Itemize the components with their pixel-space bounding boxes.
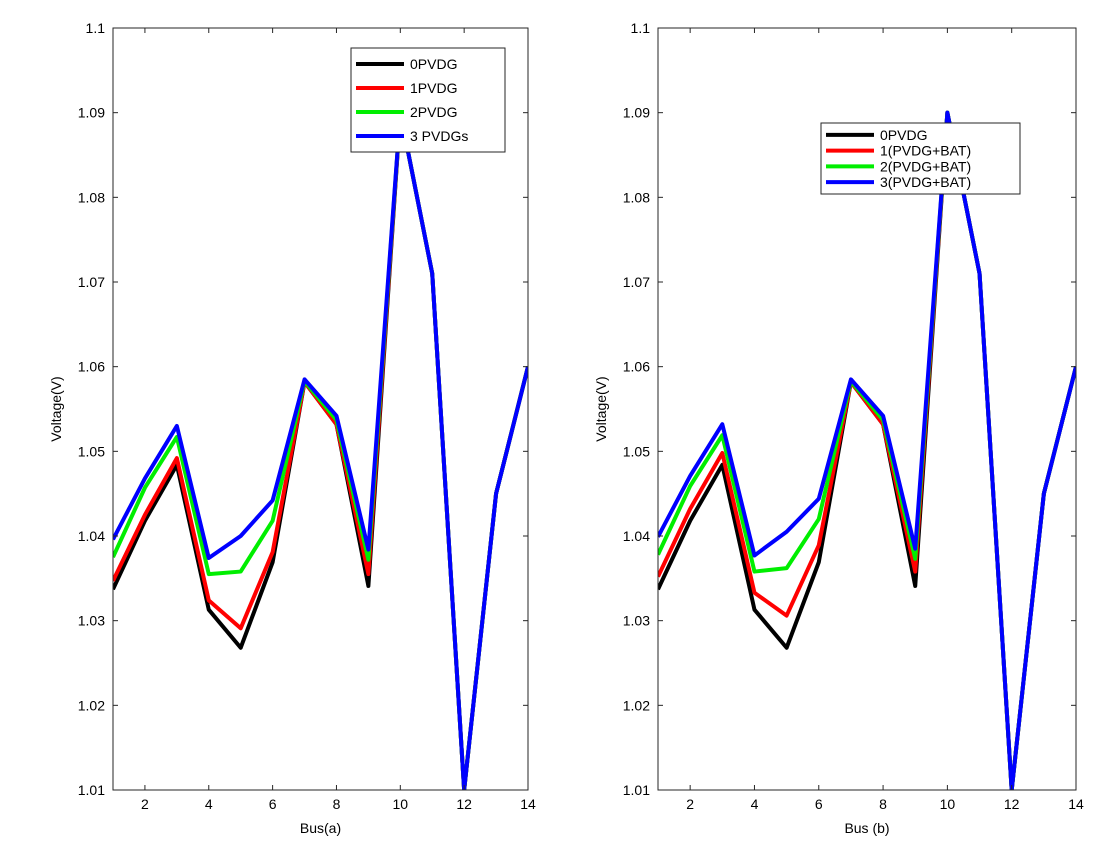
axes-box	[112, 27, 529, 791]
x-axis-label: Bus(a)	[300, 820, 341, 836]
y-tick-label: 1.02	[623, 697, 650, 713]
legend-label: 2PVDG	[410, 104, 457, 120]
y-tick-label: 1.09	[78, 105, 105, 121]
y-tick-label: 1.06	[623, 359, 650, 375]
legend-label: 0PVDG	[880, 127, 927, 143]
y-tick-label: 1.01	[623, 782, 650, 798]
legend-label: 0PVDG	[410, 56, 457, 72]
x-tick-label: 12	[1004, 796, 1020, 812]
y-axis-label: Voltage(V)	[48, 376, 64, 441]
legend-label: 1PVDG	[410, 80, 457, 96]
y-tick-label: 1.04	[78, 528, 105, 544]
legend-label: 3(PVDG+BAT)	[880, 174, 971, 190]
x-tick-label: 2	[686, 796, 694, 812]
y-tick-label: 1.04	[623, 528, 650, 544]
plot-area	[113, 28, 528, 790]
x-tick-label: 6	[269, 796, 277, 812]
x-tick-label: 10	[940, 796, 956, 812]
axes-box	[657, 27, 1077, 791]
x-tick-label: 8	[879, 796, 887, 812]
x-tick-label: 8	[333, 796, 341, 812]
series-group	[658, 110, 1076, 790]
y-tick-label: 1.1	[631, 20, 651, 36]
y-tick-label: 1.08	[623, 189, 650, 205]
y-tick-label: 1.03	[623, 613, 650, 629]
x-tick-label: 10	[393, 796, 409, 812]
x-tick-label: 6	[815, 796, 823, 812]
y-tick-label: 1.02	[78, 697, 105, 713]
y-tick-label: 1.07	[78, 274, 105, 290]
y-tick-label: 1.05	[623, 443, 650, 459]
x-tick-label: 4	[751, 796, 759, 812]
y-tick-label: 1.1	[86, 20, 106, 36]
legend-label: 1(PVDG+BAT)	[880, 143, 971, 159]
y-tick-label: 1.08	[78, 189, 105, 205]
x-tick-label: 14	[1068, 796, 1084, 812]
y-tick-label: 1.01	[78, 782, 105, 798]
x-tick-label: 2	[141, 796, 149, 812]
y-tick-label: 1.06	[78, 359, 105, 375]
series-group	[113, 110, 528, 790]
x-tick-label: 4	[205, 796, 213, 812]
legend-label: 2(PVDG+BAT)	[880, 158, 971, 174]
series-line-3	[658, 110, 1076, 790]
y-tick-label: 1.03	[78, 613, 105, 629]
y-axis-label: Voltage(V)	[593, 376, 609, 441]
x-tick-label: 12	[456, 796, 472, 812]
y-tick-label: 1.05	[78, 443, 105, 459]
y-tick-label: 1.07	[623, 274, 650, 290]
y-tick-label: 1.09	[623, 105, 650, 121]
chart-panel-1: 2 4 6 8 10 12 14 1.01 1.02 1.03 1.04 1.05 1.06 1.07 1.…	[593, 20, 1084, 836]
x-tick-label: 14	[520, 796, 536, 812]
legend-label: 3 PVDGs	[410, 128, 468, 144]
x-axis-label: Bus (b)	[844, 820, 889, 836]
chart-panel-0: 2 4 6 8 10 12 14 1.01 1.02 1.03 1.04 1.05 1.06 1.07 1.…	[48, 20, 536, 836]
series-line-3	[113, 110, 528, 790]
legend: 0PVDG 1PVDG 2PVDG 3 PVDGs	[350, 47, 506, 153]
